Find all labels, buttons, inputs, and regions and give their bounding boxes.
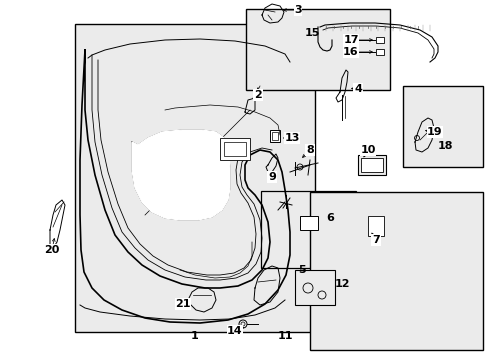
Text: 16: 16 bbox=[343, 47, 358, 57]
Text: 13: 13 bbox=[284, 133, 299, 143]
Text: 17: 17 bbox=[343, 35, 358, 45]
Bar bbox=[375, 37, 383, 43]
Bar bbox=[360, 158, 382, 172]
Bar bbox=[261, 191, 355, 268]
Bar bbox=[271, 132, 278, 140]
Bar bbox=[375, 49, 383, 55]
Text: 10: 10 bbox=[360, 145, 375, 155]
Text: 15: 15 bbox=[304, 28, 319, 38]
Bar bbox=[357, 155, 385, 175]
Bar bbox=[309, 192, 482, 350]
Text: 3: 3 bbox=[294, 5, 301, 15]
Text: 5: 5 bbox=[298, 265, 305, 275]
Bar bbox=[367, 216, 383, 236]
Bar bbox=[224, 142, 245, 156]
Polygon shape bbox=[132, 130, 229, 220]
Text: 9: 9 bbox=[267, 172, 275, 182]
Text: 6: 6 bbox=[325, 213, 333, 223]
Bar bbox=[294, 270, 334, 305]
Text: 21: 21 bbox=[175, 299, 190, 309]
Bar bbox=[75, 24, 314, 332]
Text: 1: 1 bbox=[191, 331, 199, 341]
Text: 8: 8 bbox=[305, 145, 313, 155]
Text: 2: 2 bbox=[254, 90, 262, 100]
Text: 12: 12 bbox=[334, 279, 349, 289]
Text: 18: 18 bbox=[436, 141, 452, 151]
Bar bbox=[245, 9, 389, 90]
Text: 11: 11 bbox=[277, 331, 292, 341]
Bar bbox=[299, 216, 317, 230]
Text: 4: 4 bbox=[353, 84, 361, 94]
Text: 7: 7 bbox=[371, 235, 379, 245]
Text: 14: 14 bbox=[227, 326, 243, 336]
Text: 19: 19 bbox=[427, 127, 442, 137]
Bar bbox=[269, 130, 280, 142]
Bar bbox=[220, 138, 249, 160]
Bar bbox=[364, 212, 386, 240]
Bar bbox=[402, 86, 482, 167]
Text: 16: 16 bbox=[343, 47, 358, 57]
Text: 20: 20 bbox=[44, 245, 60, 255]
